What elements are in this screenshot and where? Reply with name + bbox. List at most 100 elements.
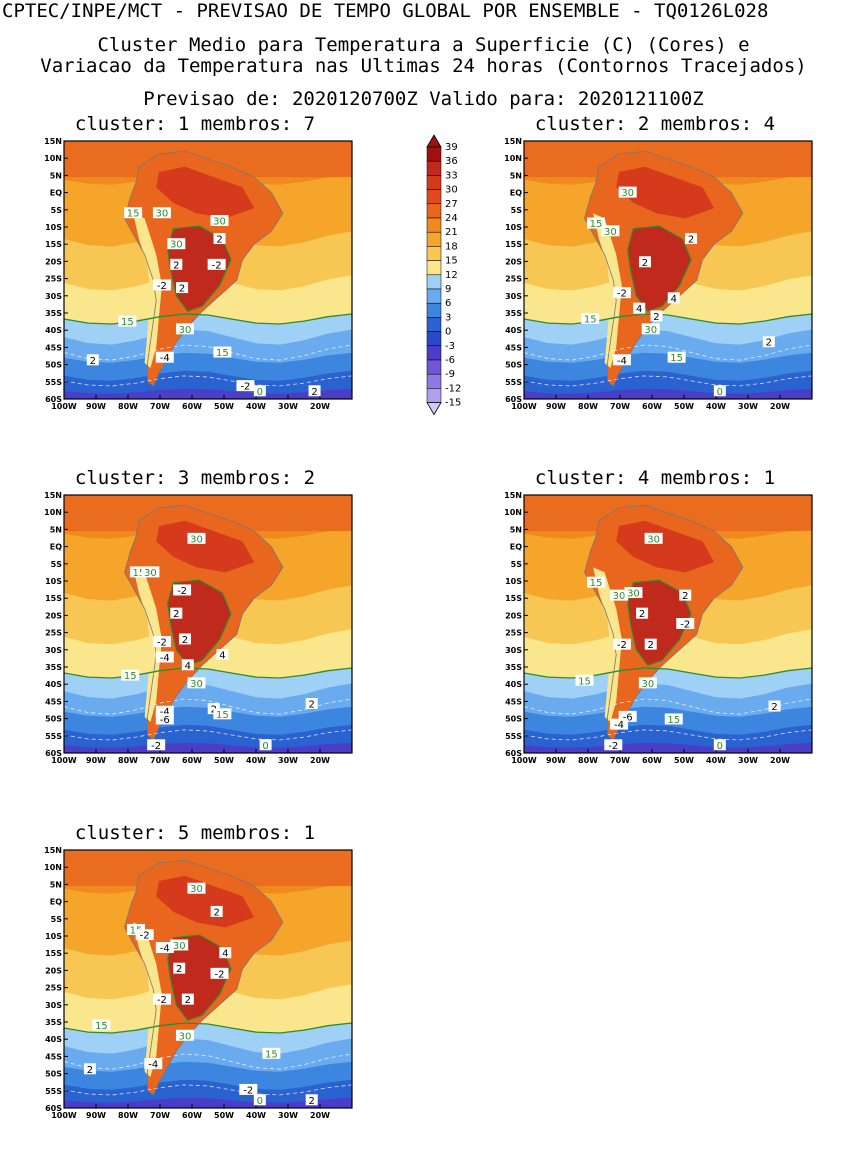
contour-label: 2: [213, 907, 219, 918]
contour-label: 30: [644, 325, 657, 336]
legend-swatch: [426, 359, 442, 375]
contour-label: 0: [257, 387, 263, 398]
contour-label: 15: [590, 578, 603, 589]
contour-label: 15: [590, 219, 603, 230]
lat-tick-label: 40S: [45, 680, 62, 689]
contour-label: 2: [182, 635, 188, 646]
lat-tick-label: 15S: [45, 240, 62, 249]
legend-swatch: [426, 317, 442, 332]
contour-label-box: [575, 674, 594, 686]
legend-level-label: 3: [445, 312, 451, 323]
lon-tick-label: 20W: [310, 402, 330, 411]
lat-tick-label: 50S: [505, 715, 522, 724]
contour-label: 30: [173, 941, 186, 952]
contour-label: -4: [148, 1060, 158, 1071]
legend-swatch: [426, 189, 442, 205]
lat-tick-label: 45S: [45, 697, 62, 706]
contour-label: -2: [617, 640, 627, 651]
legend-level-label: 36: [445, 156, 458, 167]
contour-label: 2: [639, 609, 645, 620]
contour-label: 4: [636, 304, 642, 315]
lat-tick-label: 20S: [505, 257, 522, 266]
contour-label-box: [768, 700, 781, 712]
contour-label: 30: [604, 227, 617, 238]
cluster-panel-4: cluster: 4 membros: 1 15N 10N 5N EQ 5S 10S 15S…: [490, 467, 820, 777]
lat-tick-label: 5S: [511, 560, 523, 569]
contour-label-box: [604, 739, 623, 751]
lat-tick-label: 10S: [45, 932, 62, 941]
contour-label: -2: [157, 281, 167, 292]
contour-label: -2: [240, 382, 250, 393]
contour-label-box: [638, 677, 657, 689]
contour-label: 30: [190, 534, 203, 545]
contour-label-box: [667, 351, 686, 363]
header-line-1: CPTEC/INPE/MCT - PREVISAO DE TEMPO GLOBA…: [2, 0, 769, 22]
contour-label: 15: [127, 209, 140, 220]
contour-label-box: [259, 739, 272, 751]
contour-label: 2: [648, 640, 654, 651]
legend-level-label: 30: [445, 185, 458, 196]
lon-tick-label: 70W: [610, 756, 630, 765]
lat-tick-label: 30S: [45, 292, 62, 301]
contour-label: 30: [156, 209, 169, 220]
lat-tick-label: 10N: [44, 863, 62, 872]
contour-label-box: [587, 576, 605, 588]
color-scale-legend: 39 36 33 30 27 24 21 18 15 12 9 6 3 0 -3 -6 -9 -12 -15: [423, 133, 483, 443]
lat-tick-label: 25S: [505, 629, 522, 638]
panel-title: cluster: 1 membros: 7: [74, 113, 316, 135]
legend-swatch: [426, 345, 442, 361]
legend-swatch: [426, 388, 442, 403]
contour-label: 30: [190, 679, 203, 690]
lon-tick-label: 80W: [118, 402, 138, 411]
lat-tick-label: EQ: [510, 543, 522, 552]
lat-tick-label: 10N: [44, 154, 62, 163]
lat-tick-label: 15N: [504, 491, 522, 500]
lon-tick-label: 100W: [51, 756, 77, 765]
lat-tick-label: 30S: [45, 646, 62, 655]
lon-tick-label: 70W: [150, 756, 170, 765]
contour-label-box: [152, 993, 171, 1005]
lat-tick-label: 5S: [511, 206, 523, 215]
contour-label: 0: [717, 741, 723, 752]
lat-tick-label: 10N: [504, 508, 522, 517]
legend-swatch: [426, 231, 442, 247]
contour-label: 2: [653, 312, 659, 323]
contour-label: 30: [621, 188, 634, 199]
lat-tick-label: 15N: [44, 846, 62, 855]
header-line-4: Previsao de: 2020120700Z Valido para: 20…: [143, 88, 704, 110]
contour-label-box: [92, 1019, 111, 1031]
contour-label: -6: [623, 712, 633, 723]
contour-label: 4: [185, 661, 191, 672]
lat-tick-label: 40S: [45, 326, 62, 335]
legend-swatch: [426, 302, 442, 318]
lat-tick-label: 15N: [44, 137, 62, 146]
contour-label-box: [262, 1047, 281, 1059]
contour-label-box: [305, 1094, 318, 1106]
contour-label-box: [618, 186, 637, 198]
lat-tick-label: 10S: [45, 577, 62, 586]
contour-label: -2: [151, 741, 161, 752]
cluster-panel-1: cluster: 1 membros: 7 15N 10N 5N EQ 5S 10S 15S…: [30, 113, 360, 423]
contour-label-box: [155, 705, 174, 717]
contour-label: 30: [179, 325, 192, 336]
header-line-2: Cluster Medio para Temperatura a Superfi…: [97, 34, 750, 56]
contour-label-box: [213, 708, 232, 720]
lat-tick-label: 5S: [51, 206, 63, 215]
lon-tick-label: 40W: [246, 1111, 266, 1120]
lat-tick-label: 35S: [505, 663, 522, 672]
contour-label-box: [601, 225, 620, 237]
lon-tick-label: 90W: [86, 402, 106, 411]
lon-tick-label: 100W: [511, 756, 537, 765]
legend-level-label: 33: [445, 170, 458, 181]
contour-label-box: [612, 287, 631, 299]
contour-label-box: [155, 942, 174, 954]
lat-tick-label: 15N: [504, 137, 522, 146]
lon-tick-label: 30W: [738, 756, 758, 765]
contour-label: 2: [176, 964, 182, 975]
contour-label: 15: [670, 353, 683, 364]
contour-label-box: [167, 238, 186, 250]
contour-label-box: [187, 677, 206, 689]
legend-swatch: [426, 217, 442, 233]
lat-tick-label: 5S: [51, 560, 63, 569]
lat-tick-label: 60S: [45, 395, 62, 404]
